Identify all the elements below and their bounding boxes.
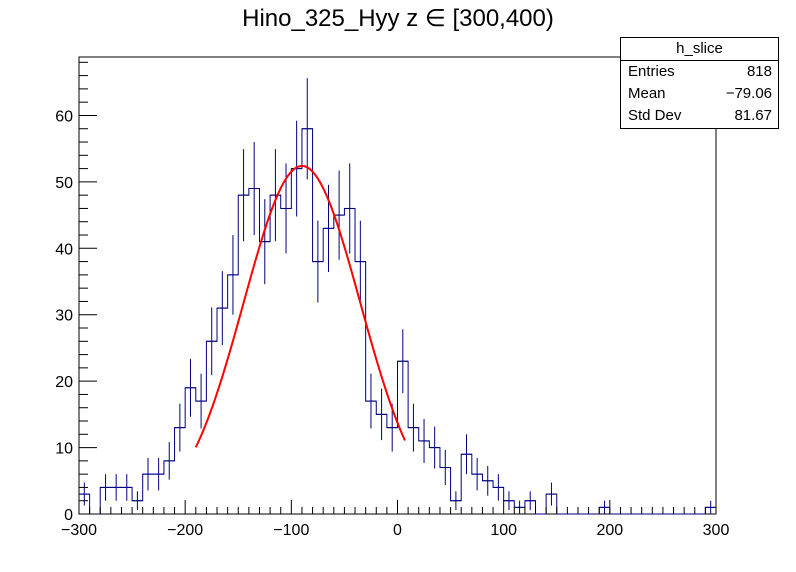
x-tick-label: −200 bbox=[167, 522, 203, 539]
stats-mean-label: Mean bbox=[628, 85, 666, 102]
x-tick-label: −300 bbox=[61, 522, 97, 539]
stats-entries-label: Entries bbox=[628, 63, 675, 80]
fit-curve bbox=[194, 164, 406, 448]
y-tick-label: 0 bbox=[64, 507, 73, 524]
stats-box[interactable]: h_slice Entries 818 Mean −79.06 Std Dev … bbox=[620, 37, 779, 129]
stats-mean-value: −79.06 bbox=[725, 85, 772, 102]
x-tick-label: −100 bbox=[273, 522, 309, 539]
stats-row-entries: Entries 818 bbox=[621, 61, 778, 83]
y-tick-label: 10 bbox=[55, 441, 73, 458]
stats-stddev-value: 81.67 bbox=[734, 107, 772, 124]
stats-entries-value: 818 bbox=[746, 63, 772, 80]
y-tick-label: 30 bbox=[55, 308, 73, 325]
stats-box-name: h_slice bbox=[621, 38, 778, 61]
chart-title: Hino_325_Hyy z ∈ [300,400) bbox=[242, 5, 554, 32]
stats-stddev-label: Std Dev bbox=[628, 107, 682, 124]
y-tick-label: 50 bbox=[55, 175, 73, 192]
y-tick-label: 60 bbox=[55, 108, 73, 125]
y-tick-label: 20 bbox=[55, 374, 73, 391]
stats-row-stddev: Std Dev 81.67 bbox=[621, 105, 778, 127]
x-tick-label: 300 bbox=[703, 522, 730, 539]
histogram-outline bbox=[79, 128, 716, 515]
y-tick-label: 40 bbox=[55, 241, 73, 258]
x-tick-label: 200 bbox=[596, 522, 623, 539]
x-tick-label: 100 bbox=[490, 522, 517, 539]
x-tick-label: 0 bbox=[393, 522, 402, 539]
stats-row-mean: Mean −79.06 bbox=[621, 83, 778, 105]
